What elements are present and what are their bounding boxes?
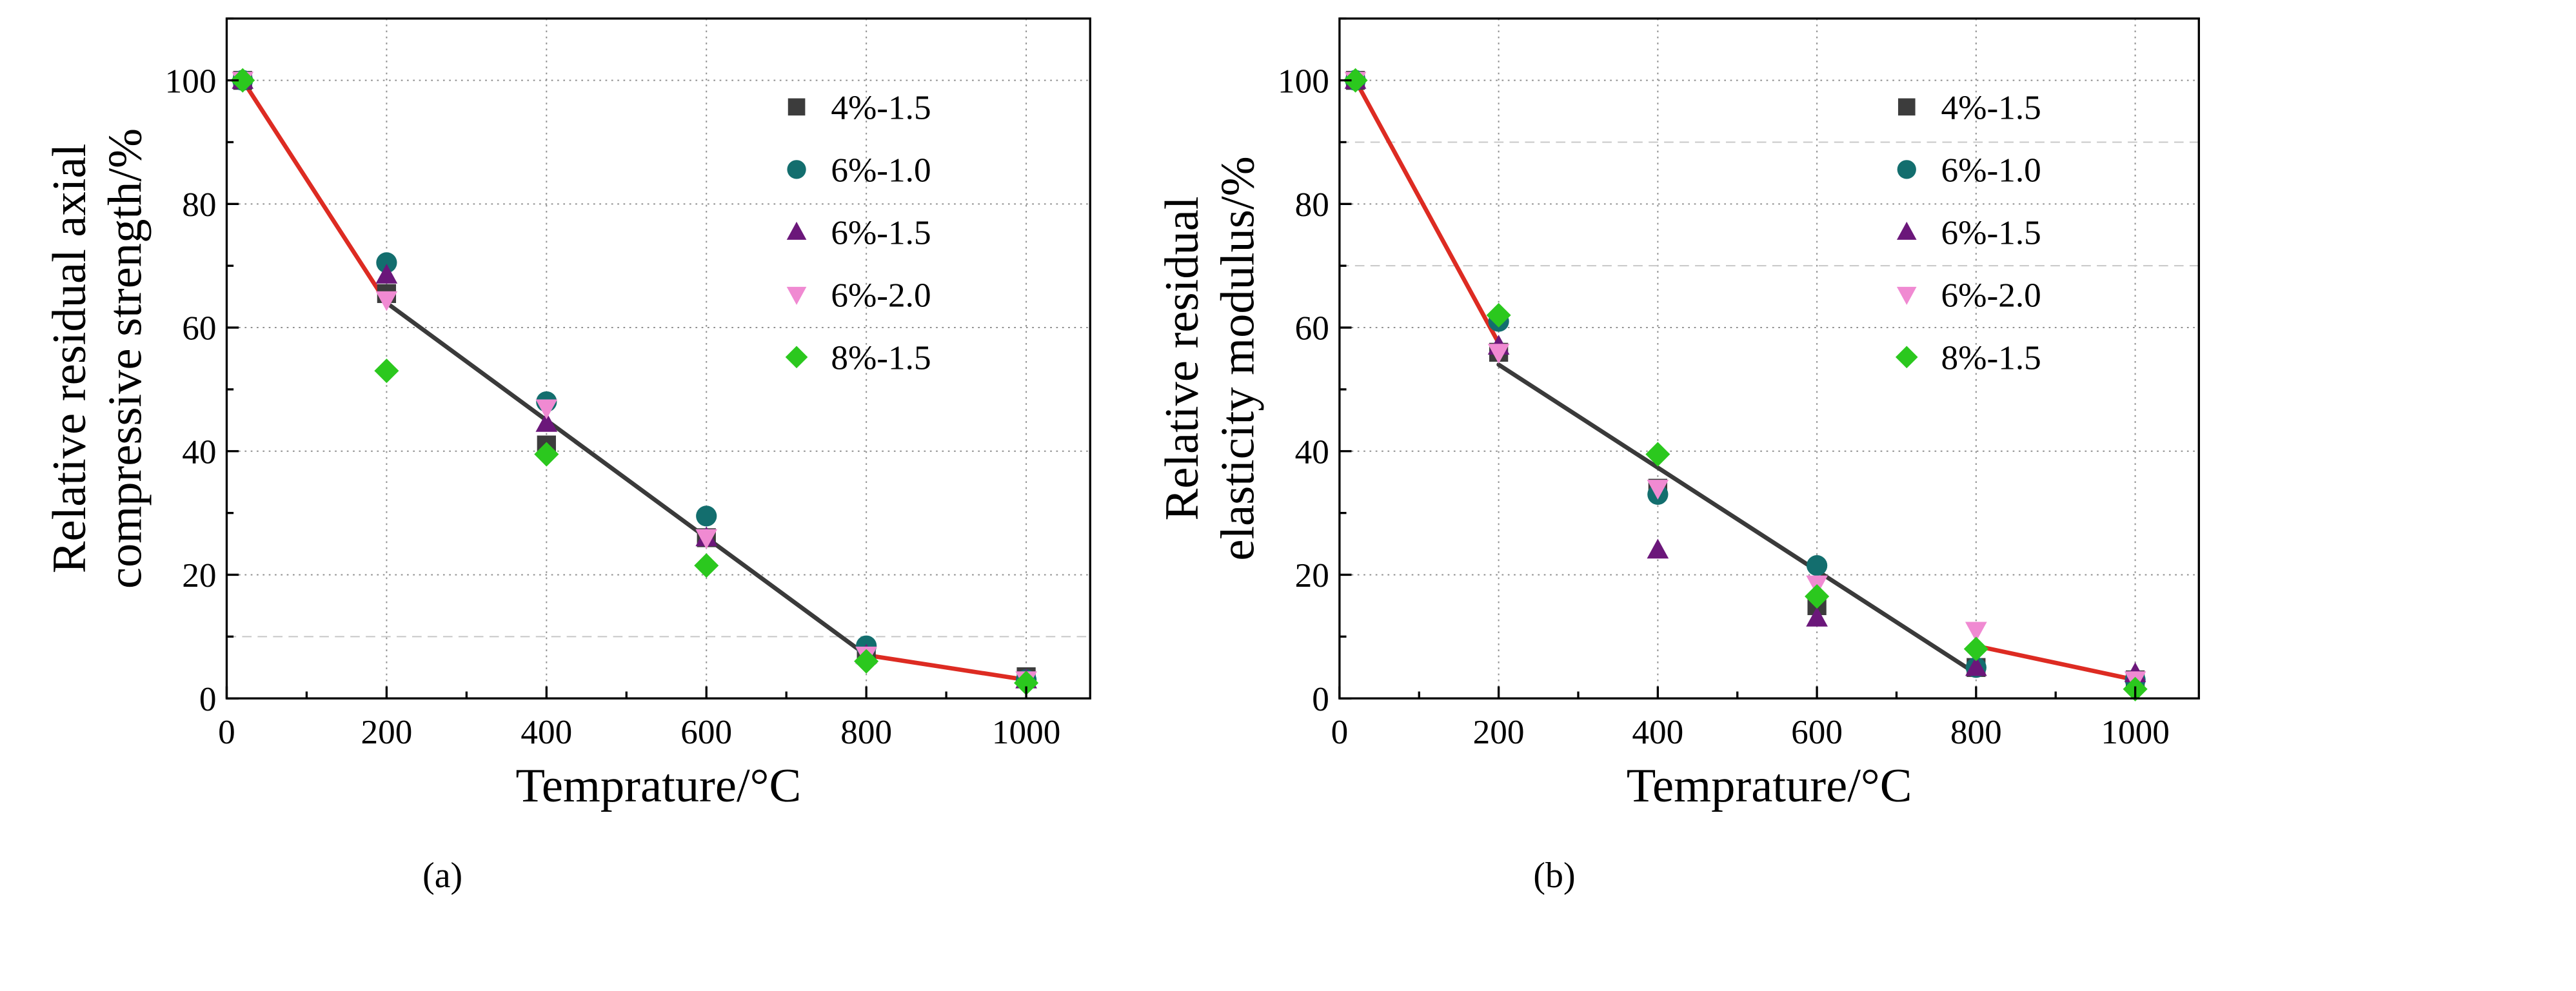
fit-line: [1974, 643, 2137, 682]
data-point: [1965, 622, 1987, 642]
legend-label: 6%-2.0: [1941, 276, 2041, 314]
data-point: [534, 442, 559, 467]
legend-label: 6%-1.5: [831, 213, 931, 251]
panel-label-a: (a): [422, 856, 462, 896]
legend-marker: [1897, 98, 1916, 116]
y-axis-title-b-line1: Relative residual: [1156, 196, 1209, 520]
legend-marker: [788, 98, 806, 116]
legend-marker: [787, 160, 806, 179]
data-point: [1806, 554, 1828, 576]
x-tick-label: 800: [1950, 713, 2002, 751]
data-point: [694, 553, 719, 578]
data-point-layer-a: [230, 68, 1039, 696]
legend-marker: [786, 221, 807, 240]
data-point: [854, 649, 879, 674]
y-tick-label: 80: [182, 186, 216, 224]
legend-a: 4%-1.5 6%-1.0 6%-1.5 6%-2.0 8%-1.5: [785, 88, 931, 377]
legend-marker: [1897, 160, 1916, 179]
data-point-layer-b: [1343, 68, 2148, 702]
legend-label: 8%-1.5: [831, 339, 931, 377]
x-tick-label: 1000: [2101, 713, 2169, 751]
chart-panel-a: 0 200 400 600 800 1000 0 20 40 60 80 100 4%-1.5 6%-1…: [43, 17, 1091, 896]
legend-marker: [785, 346, 808, 369]
x-axis-title-b: Temprature/°C: [1627, 760, 1912, 812]
x-tick-label: 0: [218, 713, 235, 751]
data-point: [1486, 302, 1511, 328]
y-tick-label: 0: [1312, 680, 1329, 718]
data-point: [1647, 538, 1669, 559]
y-tick-label: 60: [1295, 309, 1329, 348]
x-tick-label: 200: [1473, 713, 1525, 751]
legend-marker: [1896, 221, 1917, 240]
y-axis-title-a-line2: compressive strength/%: [99, 128, 152, 589]
legend-b: 4%-1.5 6%-1.0 6%-1.5 6%-2.0 8%-1.5: [1895, 88, 2041, 377]
data-point: [1014, 671, 1039, 696]
data-point: [535, 412, 558, 432]
legend-marker: [786, 286, 807, 305]
legend-marker: [1895, 346, 1918, 369]
x-tick-label: 200: [361, 713, 412, 751]
y-tick-label: 40: [182, 433, 216, 471]
legend-label: 4%-1.5: [831, 88, 931, 126]
fit-line: [384, 300, 869, 658]
data-point: [1645, 442, 1670, 467]
data-point: [374, 358, 399, 384]
data-point: [696, 505, 717, 527]
fit-line: [240, 78, 389, 306]
data-point: [1806, 606, 1828, 627]
y-tick-label: 80: [1295, 186, 1329, 224]
y-tick-label: 60: [182, 309, 216, 348]
x-axis-title-a: Temprature/°C: [515, 760, 801, 812]
grid-layer-a: [226, 18, 1091, 699]
data-point: [375, 291, 398, 311]
y-tick-label: 20: [182, 556, 216, 594]
fit-line: [1353, 78, 1501, 346]
legend-label: 6%-2.0: [831, 276, 931, 314]
x-tick-label: 0: [1331, 713, 1349, 751]
fit-line: [1496, 362, 1979, 676]
legend-label: 6%-1.0: [831, 151, 931, 189]
y-tick-label: 0: [199, 680, 217, 718]
x-tick-label: 800: [840, 713, 892, 751]
data-point: [535, 399, 558, 420]
x-tick-label: 1000: [992, 713, 1061, 751]
data-point: [376, 252, 397, 273]
data-point: [1963, 636, 1988, 662]
fit-line-layer-a: [240, 78, 1029, 682]
x-tick-label: 600: [680, 713, 732, 751]
x-tick-label: 400: [1632, 713, 1683, 751]
legend-label: 6%-1.5: [1941, 213, 2041, 251]
y-tick-label: 100: [1278, 62, 1329, 100]
grid-layer-b: [1339, 18, 2199, 699]
data-point: [695, 529, 718, 549]
y-tick-label: 40: [1295, 433, 1329, 471]
y-axis-title-b-line2: elasticity modulus/%: [1212, 156, 1265, 560]
data-point: [1965, 656, 1987, 676]
fit-line-layer-b: [1353, 78, 2137, 682]
data-point: [1647, 480, 1669, 500]
legend-label: 8%-1.5: [1941, 339, 2041, 377]
fit-line: [864, 652, 1029, 682]
y-axis-title-a-line1: Relative residual axial: [43, 144, 96, 574]
chart-panel-b: 0 200 400 600 800 1000 0 20 40 60 80 100 4%-1.5 6%-1…: [1156, 17, 2200, 896]
legend-marker: [1896, 286, 1917, 305]
data-point: [1805, 584, 1830, 609]
axis-frame-a: [225, 17, 1091, 700]
axis-frame-b: [1338, 17, 2200, 700]
y-tick-label: 20: [1295, 556, 1329, 594]
legend-label: 4%-1.5: [1941, 88, 2041, 126]
x-tick-label: 600: [1791, 713, 1843, 751]
data-point: [1487, 344, 1510, 364]
legend-label: 6%-1.0: [1941, 151, 2041, 189]
data-point: [375, 263, 398, 284]
panel-label-b: (b): [1533, 856, 1575, 896]
tick-layer-a: 0 200 400 600 800 1000 0 20 40 60 80 100: [165, 17, 1061, 751]
tick-layer-b: 0 200 400 600 800 1000 0 20 40 60 80 100: [1278, 17, 2170, 751]
x-tick-label: 400: [520, 713, 572, 751]
y-tick-label: 100: [165, 62, 217, 100]
